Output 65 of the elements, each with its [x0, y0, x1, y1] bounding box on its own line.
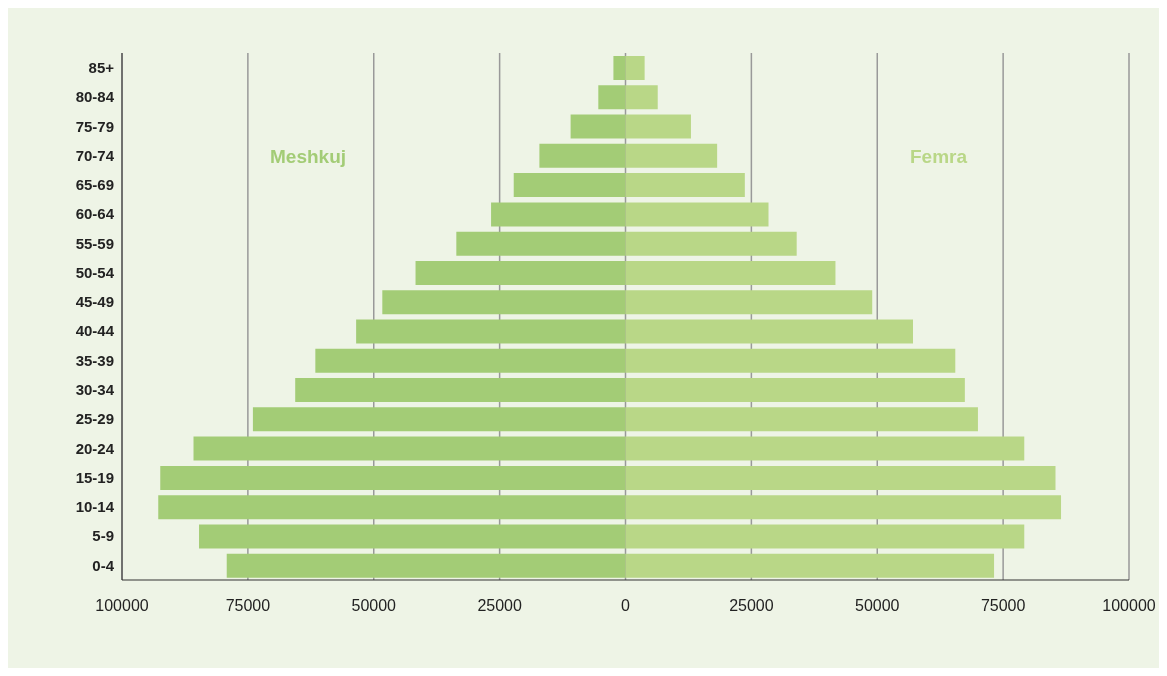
bar [382, 290, 626, 315]
x-tick-label: 75000 [980, 597, 1026, 615]
y-tick-label: 50-54 [75, 263, 115, 281]
text: Femra [910, 146, 968, 168]
bar [598, 85, 626, 110]
bar [456, 231, 626, 256]
x-tick-label: 25000 [477, 597, 522, 615]
bar [625, 495, 1062, 520]
bar [625, 348, 956, 373]
bar [199, 524, 626, 549]
bar [356, 319, 626, 344]
bar [625, 553, 995, 578]
x-tick-label: 75000 [225, 597, 271, 615]
bar [625, 436, 1025, 461]
y-tick-label: 0-4 [92, 556, 115, 574]
bar [625, 231, 797, 256]
y-tick-label: 60-64 [75, 205, 115, 223]
bar [513, 173, 626, 198]
y-tick-label: 65-69 [75, 176, 114, 194]
bar [491, 202, 626, 227]
x-tick-label: 100000 [1102, 597, 1156, 615]
y-tick-label: 10-14 [75, 498, 115, 516]
y-tick-label: 35-39 [75, 351, 114, 369]
bar [625, 407, 978, 432]
y-tick-label: 25-29 [75, 410, 114, 428]
bar [625, 143, 718, 168]
bar [226, 553, 626, 578]
bar [613, 56, 626, 80]
bar [415, 260, 626, 285]
y-tick-label: 15-19 [75, 468, 114, 486]
bar [193, 436, 626, 461]
y-tick-label: 45-49 [75, 293, 114, 311]
y-tick-label: 85+ [88, 58, 115, 76]
bar [625, 290, 873, 315]
bar [625, 173, 745, 198]
bar [625, 114, 691, 139]
x-tick-label: 50000 [855, 597, 900, 615]
x-tick-label: 0 [621, 597, 631, 615]
text: Meshkuj [270, 146, 347, 168]
bar [625, 378, 965, 403]
bar [625, 56, 645, 80]
bar [625, 319, 913, 344]
y-tick-label: 70-74 [75, 146, 115, 164]
bar [625, 465, 1056, 490]
y-tick-label: 75-79 [75, 117, 114, 135]
y-tick-label: 5-9 [92, 527, 114, 545]
bar [315, 348, 626, 373]
bar [160, 465, 626, 490]
bar [625, 85, 658, 110]
y-tick-label: 30-34 [75, 381, 115, 399]
bar [539, 143, 626, 168]
y-tick-label: 55-59 [75, 234, 114, 252]
bar [570, 114, 626, 139]
y-tick-label: 40-44 [75, 322, 115, 340]
bar [625, 202, 769, 227]
y-tick-label: 80-84 [75, 88, 115, 106]
bar [158, 495, 626, 520]
bar [625, 524, 1025, 549]
bar [295, 378, 626, 403]
bar [252, 407, 626, 432]
y-tick-label: 20-24 [75, 439, 115, 457]
x-tick-label: 25000 [729, 597, 774, 615]
bar [625, 260, 836, 285]
x-tick-label: 50000 [351, 597, 397, 615]
x-tick-label: 100000 [95, 597, 149, 615]
